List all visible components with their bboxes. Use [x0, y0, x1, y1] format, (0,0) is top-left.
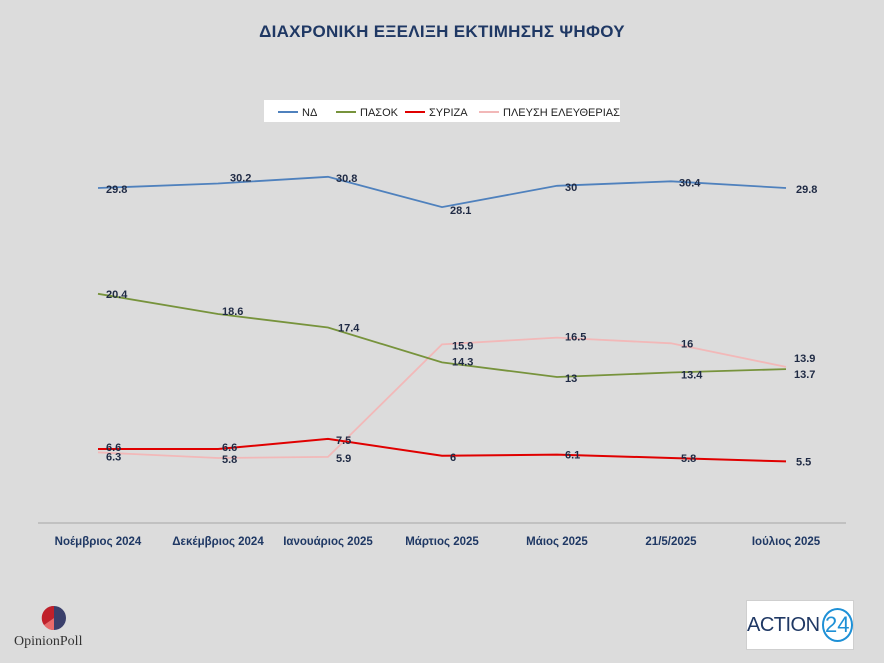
data-label-s1-p1: 29.8	[106, 184, 127, 196]
data-label-s4-p1: 6.3	[106, 451, 121, 463]
data-label-s2-p2: 18.6	[222, 306, 243, 318]
action24-logo: ACTION 24	[746, 600, 854, 650]
legend-label-4: ΠΛΕΥΣΗ ΕΛΕΥΘΕΡΙΑΣ	[503, 107, 620, 119]
action24-logo-number: 24	[821, 608, 853, 642]
x-axis-tick-labels: Νοέμβριος 2024 Δεκέμβριος 2024 Ιανουάριος …	[55, 536, 821, 548]
legend-label-2: ΠΑΣΟΚ	[360, 107, 399, 119]
x-tick-label-4: Μάρτιος 2025	[405, 536, 479, 548]
data-label-s3-p1: 6.6	[106, 442, 121, 454]
chart-title: ΔΙΑΧΡΟΝΙΚΗ ΕΞΕΛΙΞΗ ΕΚΤΙΜΗΣΗΣ ΨΗΦΟΥ	[259, 22, 625, 41]
data-label-s1-p2: 30.2	[230, 173, 251, 185]
opinionpoll-logo-text: OpinionPoll	[14, 634, 82, 650]
data-label-s1-p6: 30.4	[679, 177, 701, 189]
x-tick-label-7: Ιούλιος 2025	[752, 536, 821, 548]
data-label-s4-p2: 5.8	[222, 454, 237, 466]
data-label-s2-p1: 20.4	[106, 289, 128, 301]
legend: ΝΔ ΠΑΣΟΚ ΣΥΡΙΖΑ ΠΛΕΥΣΗ ΕΛΕΥΘΕΡΙΑΣ	[264, 100, 620, 122]
legend-box	[264, 100, 620, 122]
data-label-s3-p4: 6	[450, 452, 456, 464]
data-labels: 29.8 30.2 30.8 28.1 30 30.4 29.8 20.4 18.6 17.4 14…	[106, 173, 817, 469]
legend-label-3: ΣΥΡΙΖΑ	[429, 107, 468, 119]
action24-logo-text: ACTION	[747, 613, 820, 636]
x-tick-label-5: Μάιος 2025	[526, 536, 588, 548]
x-tick-label-6: 21/5/2025	[645, 536, 697, 548]
x-tick-label-1: Νοέμβριος 2024	[55, 536, 142, 548]
data-label-s4-p5: 16.5	[565, 332, 586, 344]
data-label-s1-p3: 30.8	[336, 173, 357, 185]
data-label-s2-p6: 13.4	[681, 370, 703, 382]
data-label-s3-p5: 6.1	[565, 450, 580, 462]
data-label-s1-p7: 29.8	[796, 184, 817, 196]
data-label-s2-p3: 17.4	[338, 323, 360, 335]
data-label-s1-p4: 28.1	[450, 205, 471, 217]
data-label-s1-p5: 30	[565, 182, 577, 194]
data-label-s4-p4: 15.9	[452, 340, 473, 352]
opinionpoll-text-b: Poll	[59, 634, 83, 649]
opinionpoll-text-a: Opinion	[14, 634, 60, 649]
legend-label-1: ΝΔ	[302, 107, 318, 119]
data-label-s4-p6: 16	[681, 338, 693, 350]
data-label-s2-p7: 13.7	[794, 369, 815, 381]
series-line-1	[97, 175, 787, 209]
data-label-s4-p7: 13.9	[794, 353, 815, 365]
x-tick-label-3: Ιανουάριος 2025	[283, 536, 373, 548]
data-label-s3-p6: 5.8	[681, 453, 696, 465]
data-label-s4-p3: 5.9	[336, 453, 351, 465]
opinionpoll-logo-icon	[41, 605, 66, 631]
data-label-s2-p5: 13	[565, 373, 577, 385]
x-tick-label-2: Δεκέμβριος 2024	[172, 536, 264, 548]
data-label-s3-p7: 5.5	[796, 456, 811, 468]
series-line-2	[97, 292, 787, 378]
series-line-3	[98, 437, 787, 463]
data-label-s3-p3: 7.5	[336, 435, 351, 447]
data-label-s2-p4: 14.3	[452, 356, 473, 368]
series-line-4	[97, 336, 787, 459]
data-label-s3-p2: 6.6	[222, 442, 237, 454]
series-lines	[97, 175, 787, 463]
